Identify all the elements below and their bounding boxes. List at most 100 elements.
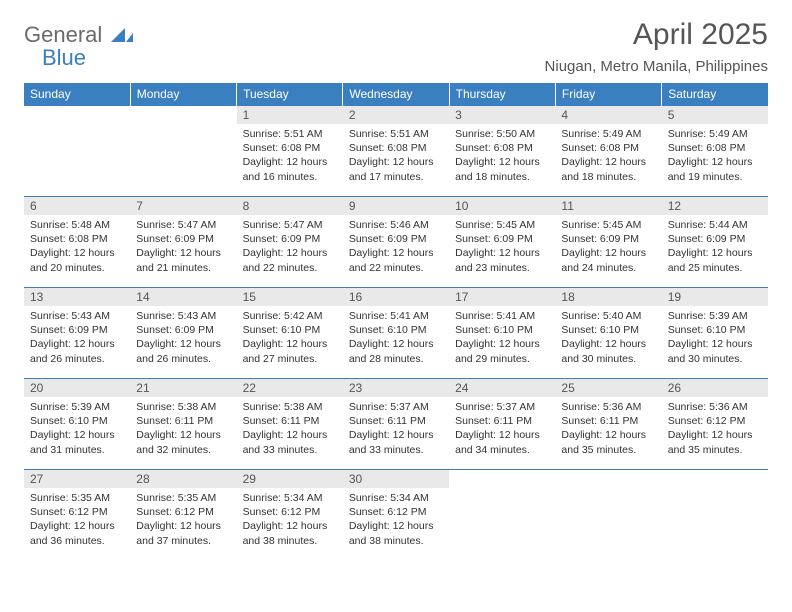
day-line: Sunset: 6:12 PM (136, 505, 230, 519)
day-line: Daylight: 12 hours (136, 428, 230, 442)
day-number: 27 (24, 470, 130, 488)
day-header-row: SundayMondayTuesdayWednesdayThursdayFrid… (24, 83, 768, 106)
day-content: Sunrise: 5:35 AMSunset: 6:12 PMDaylight:… (24, 488, 130, 554)
day-line: Sunrise: 5:51 AM (243, 127, 337, 141)
day-line: Daylight: 12 hours (349, 519, 443, 533)
month-title: April 2025 (545, 18, 768, 52)
week-content-row: Sunrise: 5:35 AMSunset: 6:12 PMDaylight:… (24, 488, 768, 560)
day-line: Sunset: 6:11 PM (243, 414, 337, 428)
day-number: 11 (555, 197, 661, 215)
day-line: and 34 minutes. (455, 443, 549, 457)
day-line: Sunrise: 5:48 AM (30, 218, 124, 232)
day-line: Daylight: 12 hours (30, 519, 124, 533)
day-number: 18 (555, 288, 661, 306)
day-line: Sunset: 6:11 PM (349, 414, 443, 428)
day-line: and 36 minutes. (30, 534, 124, 548)
day-line: and 24 minutes. (561, 261, 655, 275)
day-line: Sunrise: 5:51 AM (349, 127, 443, 141)
day-content: Sunrise: 5:37 AMSunset: 6:11 PMDaylight:… (449, 397, 555, 463)
day-line: and 32 minutes. (136, 443, 230, 457)
day-content: Sunrise: 5:49 AMSunset: 6:08 PMDaylight:… (662, 124, 768, 190)
day-line: and 35 minutes. (561, 443, 655, 457)
day-line: Daylight: 12 hours (243, 428, 337, 442)
day-line: Daylight: 12 hours (349, 337, 443, 351)
day-header: Saturday (662, 83, 768, 106)
day-line: Sunrise: 5:43 AM (136, 309, 230, 323)
day-line: Daylight: 12 hours (136, 337, 230, 351)
logo-sail-icon (111, 26, 133, 42)
day-line: Sunrise: 5:45 AM (561, 218, 655, 232)
day-line: Daylight: 12 hours (668, 428, 762, 442)
day-header: Thursday (449, 83, 555, 106)
day-line: Daylight: 12 hours (668, 155, 762, 169)
day-line: and 17 minutes. (349, 170, 443, 184)
week-number-row: 13141516171819 (24, 288, 768, 307)
day-line: Sunset: 6:10 PM (30, 414, 124, 428)
day-content: Sunrise: 5:43 AMSunset: 6:09 PMDaylight:… (130, 306, 236, 372)
day-line: Sunrise: 5:39 AM (668, 309, 762, 323)
day-content: Sunrise: 5:43 AMSunset: 6:09 PMDaylight:… (24, 306, 130, 372)
day-header: Monday (130, 83, 236, 106)
day-line: Sunrise: 5:45 AM (455, 218, 549, 232)
day-line: Sunset: 6:08 PM (561, 141, 655, 155)
day-line: Sunrise: 5:35 AM (136, 491, 230, 505)
day-line: and 20 minutes. (30, 261, 124, 275)
day-content: Sunrise: 5:48 AMSunset: 6:08 PMDaylight:… (24, 215, 130, 281)
day-number: 8 (237, 197, 343, 215)
day-line: Sunset: 6:09 PM (136, 323, 230, 337)
day-line: and 18 minutes. (455, 170, 549, 184)
day-line: and 27 minutes. (243, 352, 337, 366)
location: Niugan, Metro Manila, Philippines (545, 58, 768, 75)
day-content: Sunrise: 5:35 AMSunset: 6:12 PMDaylight:… (130, 488, 236, 554)
day-content: Sunrise: 5:45 AMSunset: 6:09 PMDaylight:… (555, 215, 661, 281)
day-number: 13 (24, 288, 130, 306)
day-number: 3 (449, 106, 555, 124)
day-line: Daylight: 12 hours (136, 519, 230, 533)
day-line: Sunrise: 5:36 AM (668, 400, 762, 414)
day-number (24, 106, 130, 124)
day-line: Sunrise: 5:49 AM (668, 127, 762, 141)
day-content: Sunrise: 5:46 AMSunset: 6:09 PMDaylight:… (343, 215, 449, 281)
day-line: and 26 minutes. (136, 352, 230, 366)
title-block: April 2025 Niugan, Metro Manila, Philipp… (545, 18, 768, 75)
day-line: Sunset: 6:10 PM (668, 323, 762, 337)
day-content: Sunrise: 5:34 AMSunset: 6:12 PMDaylight:… (343, 488, 449, 554)
day-line: Sunset: 6:10 PM (349, 323, 443, 337)
day-number: 10 (449, 197, 555, 215)
day-line: Daylight: 12 hours (455, 246, 549, 260)
day-content: Sunrise: 5:41 AMSunset: 6:10 PMDaylight:… (343, 306, 449, 372)
day-content: Sunrise: 5:51 AMSunset: 6:08 PMDaylight:… (237, 124, 343, 190)
day-line: Sunrise: 5:40 AM (561, 309, 655, 323)
day-number: 7 (130, 197, 236, 215)
day-line: Daylight: 12 hours (243, 246, 337, 260)
day-line: Sunrise: 5:34 AM (349, 491, 443, 505)
day-number: 15 (237, 288, 343, 306)
day-line: and 21 minutes. (136, 261, 230, 275)
day-number: 26 (662, 379, 768, 397)
day-line: Sunset: 6:12 PM (349, 505, 443, 519)
day-number: 21 (130, 379, 236, 397)
day-number: 4 (555, 106, 661, 124)
calendar-table: SundayMondayTuesdayWednesdayThursdayFrid… (24, 83, 768, 560)
day-line: Daylight: 12 hours (136, 246, 230, 260)
day-number: 29 (237, 470, 343, 488)
day-line: Sunset: 6:08 PM (243, 141, 337, 155)
week-number-row: 6789101112 (24, 197, 768, 216)
day-number (130, 106, 236, 124)
day-header: Sunday (24, 83, 130, 106)
day-content: Sunrise: 5:39 AMSunset: 6:10 PMDaylight:… (24, 397, 130, 463)
logo-word1: General (24, 22, 102, 47)
day-number (662, 470, 768, 488)
day-line: Daylight: 12 hours (349, 155, 443, 169)
day-line: Sunset: 6:11 PM (136, 414, 230, 428)
day-line: Sunset: 6:08 PM (455, 141, 549, 155)
day-line: and 29 minutes. (455, 352, 549, 366)
day-line: Daylight: 12 hours (30, 428, 124, 442)
header: General Blue April 2025 Niugan, Metro Ma… (24, 18, 768, 75)
day-line: and 30 minutes. (668, 352, 762, 366)
day-line: Sunrise: 5:50 AM (455, 127, 549, 141)
day-number: 6 (24, 197, 130, 215)
day-line: Sunrise: 5:41 AM (349, 309, 443, 323)
day-line: Daylight: 12 hours (455, 155, 549, 169)
day-line: Sunset: 6:09 PM (455, 232, 549, 246)
